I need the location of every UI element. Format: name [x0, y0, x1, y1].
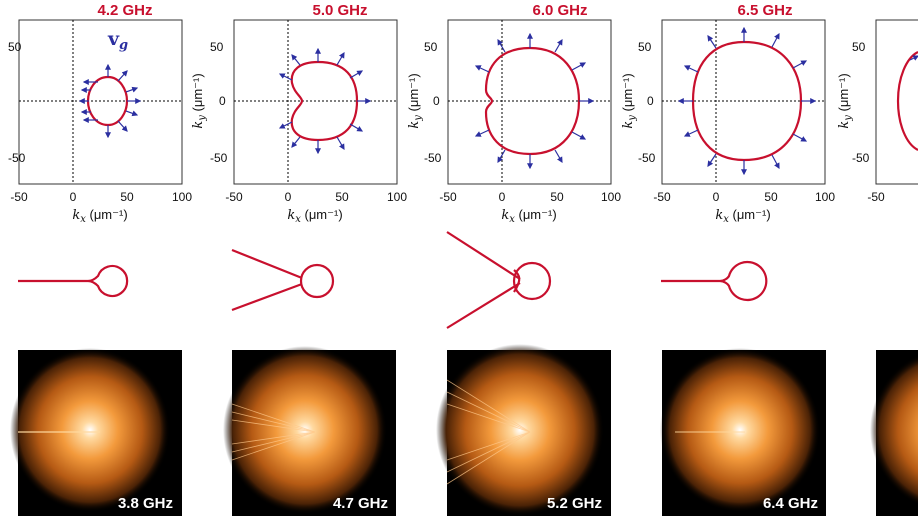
x-tick: -50 [653, 190, 671, 204]
caustic-1 [18, 264, 129, 298]
caustic-2 [231, 248, 335, 312]
simulation-panel-5-partial [870, 350, 918, 516]
y-tick: 50 [638, 40, 652, 54]
dispersion-panel-2: 5.0 GHz 50 0 -50 ky (μm⁻¹) -50 0 50 100 … [190, 2, 407, 225]
iso-frequency-contour [290, 60, 359, 142]
caustic-3 [446, 231, 552, 329]
x-axis-label: kx (μm⁻¹) [501, 207, 556, 225]
x-tick: 50 [335, 190, 349, 204]
y-tick: 50 [210, 40, 224, 54]
y-axis-label: ky (μm⁻¹) [406, 73, 424, 128]
x-tick: 100 [815, 190, 835, 204]
panel-title: 6.0 GHz [532, 2, 587, 19]
simulation-panel-4: 6.4 GHz [660, 348, 826, 516]
simulation-label: 6.4 GHz [763, 495, 818, 512]
caustic-shapes [18, 231, 768, 329]
y-axis-label: ky (μm⁻¹) [836, 73, 854, 128]
iso-frequency-contour [691, 40, 803, 162]
panel-title: 6.5 GHz [737, 2, 792, 19]
y-tick: -50 [210, 151, 228, 165]
dispersion-panel-1: 4.2 GHz vg 50 -50 -50 0 50 100 kx (μm⁻¹) [8, 2, 192, 225]
x-tick: -50 [10, 190, 28, 204]
simulation-label: 4.7 GHz [333, 495, 388, 512]
y-tick: 50 [852, 40, 866, 54]
panel-title: 4.2 GHz [97, 2, 152, 19]
x-tick: 100 [387, 190, 407, 204]
y-tick: 0 [433, 94, 440, 108]
x-axis-label: kx (μm⁻¹) [72, 207, 127, 225]
simulation-label: 5.2 GHz [547, 495, 602, 512]
caustic-4 [661, 260, 768, 302]
x-tick: 100 [172, 190, 192, 204]
x-tick: -50 [225, 190, 243, 204]
x-tick: 0 [70, 190, 77, 204]
x-tick: 0 [285, 190, 292, 204]
x-tick: 50 [764, 190, 778, 204]
x-tick: 0 [713, 190, 720, 204]
y-tick: 50 [8, 40, 22, 54]
simulation-label: 3.8 GHz [118, 495, 173, 512]
y-tick: 50 [424, 40, 438, 54]
dispersion-panel-4: 6.5 GHz 50 0 -50 ky (μm⁻¹) -50 0 50 100 … [620, 2, 835, 225]
x-tick: 100 [601, 190, 621, 204]
group-velocity-arrows [78, 63, 142, 139]
y-tick: 0 [219, 94, 226, 108]
x-axis-label: kx (μm⁻¹) [287, 207, 342, 225]
x-tick: 0 [499, 190, 506, 204]
iso-frequency-contour [484, 46, 581, 156]
simulation-panel-3: 5.2 GHz [436, 344, 611, 516]
y-tick: -50 [852, 151, 870, 165]
x-tick: 50 [550, 190, 564, 204]
x-axis-label: kx (μm⁻¹) [715, 207, 770, 225]
y-axis-label: ky (μm⁻¹) [190, 73, 208, 128]
x-tick: -50 [867, 190, 885, 204]
y-tick: -50 [424, 151, 442, 165]
vg-label: vg [107, 28, 128, 53]
y-axis-label: ky (μm⁻¹) [620, 73, 638, 128]
y-tick: -50 [8, 151, 26, 165]
y-tick: 0 [647, 94, 654, 108]
simulation-panel-1: 3.8 GHz [10, 348, 182, 516]
y-tick: -50 [638, 151, 656, 165]
x-tick: 50 [120, 190, 134, 204]
dispersion-panel-3: 6.0 GHz 50 0 -50 ky (μm⁻¹) -50 0 50 100 … [406, 2, 621, 225]
x-tick: -50 [439, 190, 457, 204]
dispersion-panel-5-partial: 50 -50 ky (μm⁻¹) -50 [836, 19, 918, 204]
simulation-panel-2: 4.7 GHz [223, 346, 396, 516]
panel-title: 5.0 GHz [312, 2, 367, 19]
